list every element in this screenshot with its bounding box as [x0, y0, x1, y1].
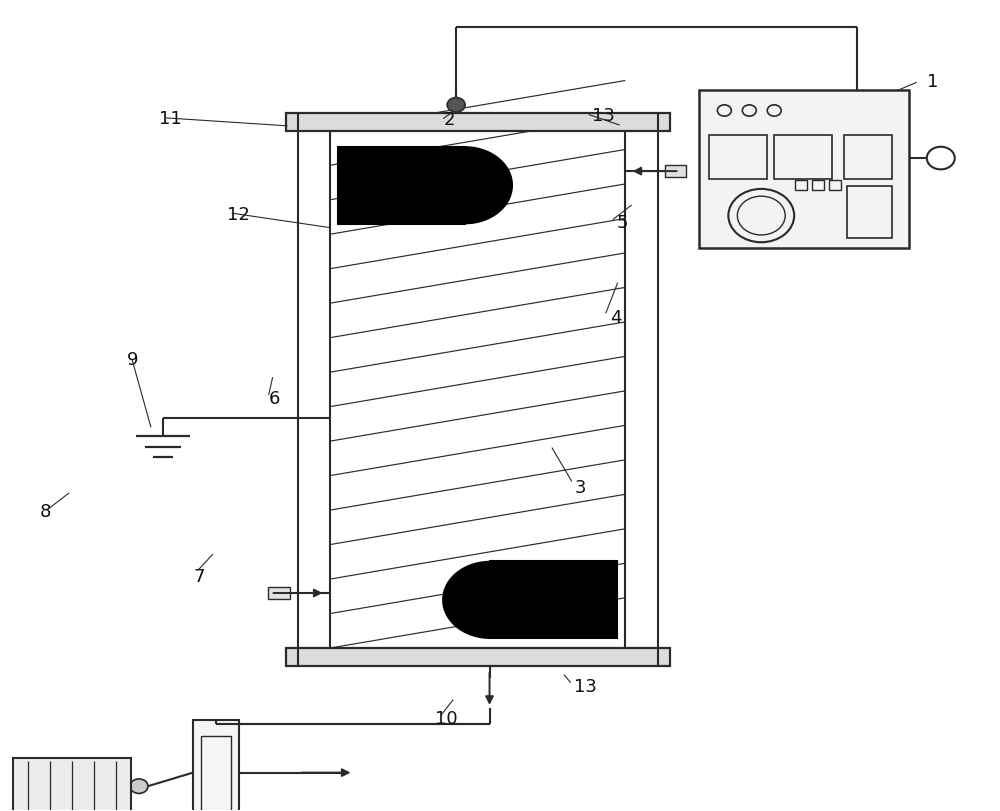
Text: 7: 7 — [194, 568, 205, 586]
Bar — [201, 736, 231, 811]
Text: 12: 12 — [227, 206, 250, 224]
Text: 9: 9 — [127, 351, 139, 369]
Bar — [844, 135, 892, 179]
Bar — [286, 648, 670, 666]
Polygon shape — [465, 147, 512, 224]
Text: 2: 2 — [443, 111, 455, 129]
Text: 8: 8 — [39, 503, 51, 521]
Bar — [774, 135, 832, 179]
Text: 5: 5 — [617, 214, 628, 232]
Bar — [286, 113, 670, 131]
Polygon shape — [443, 561, 490, 638]
Circle shape — [447, 97, 465, 112]
Text: 10: 10 — [435, 710, 458, 728]
Bar — [193, 720, 239, 811]
Text: 13: 13 — [574, 678, 597, 696]
Bar — [268, 587, 290, 599]
Bar — [812, 180, 824, 190]
Circle shape — [130, 779, 148, 793]
Bar — [13, 758, 131, 811]
Bar — [699, 90, 909, 248]
Text: 1: 1 — [927, 73, 938, 91]
Bar — [847, 186, 892, 238]
Text: 4: 4 — [610, 309, 621, 327]
Text: 6: 6 — [269, 390, 280, 408]
Text: 13: 13 — [592, 107, 615, 125]
Bar — [338, 147, 465, 224]
Bar — [665, 165, 686, 177]
Text: 3: 3 — [575, 479, 586, 497]
Text: 11: 11 — [159, 109, 182, 127]
Bar — [709, 135, 767, 179]
Bar — [795, 180, 807, 190]
Bar — [829, 180, 841, 190]
Bar — [490, 561, 617, 638]
